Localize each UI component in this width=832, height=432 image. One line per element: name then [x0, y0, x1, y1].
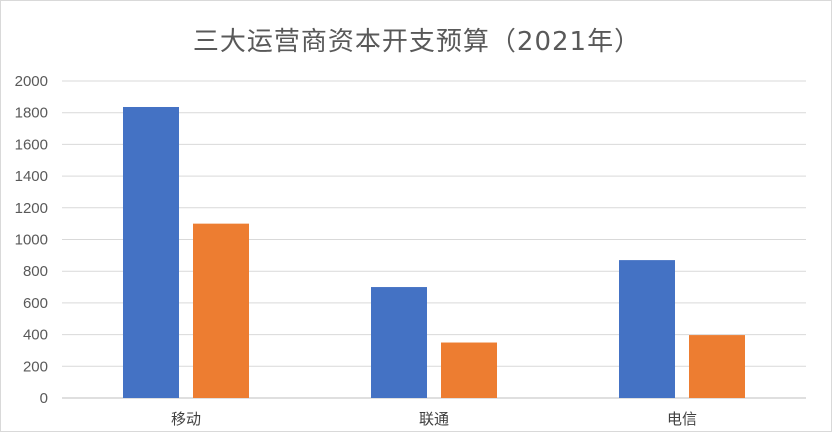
y-axis-ticks: 0 200 400 600 800 1000 1200 1400 1600 1800 2000 [15, 73, 48, 407]
bar-2-2 [441, 342, 497, 398]
x-category-label: 联通 [419, 410, 449, 428]
y-tick-label: 200 [23, 358, 48, 375]
x-axis-categories: 移动 联通 电信 [171, 410, 697, 428]
bar-2-1 [193, 223, 249, 398]
x-category-label: 移动 [171, 410, 201, 428]
y-tick-label: 1800 [15, 105, 48, 122]
y-tick-label: 1600 [15, 136, 48, 153]
bars [123, 106, 745, 398]
x-category-label: 电信 [667, 410, 697, 428]
bar-2-3 [689, 335, 745, 398]
bar-1-1 [123, 106, 179, 398]
y-tick-label: 1000 [15, 232, 48, 249]
y-tick-label: 0 [40, 390, 48, 407]
y-tick-label: 2000 [15, 73, 48, 90]
gridlines [62, 80, 806, 399]
y-tick-label: 400 [23, 327, 48, 344]
chart-title: 三大运营商资本开支预算（2021年） [192, 27, 642, 57]
y-tick-label: 600 [23, 295, 48, 312]
y-tick-label: 1200 [15, 200, 48, 217]
y-tick-label: 800 [23, 263, 48, 280]
y-tick-label: 1400 [15, 168, 48, 185]
bar-1-2 [371, 287, 427, 398]
bar-1-3 [619, 260, 675, 398]
